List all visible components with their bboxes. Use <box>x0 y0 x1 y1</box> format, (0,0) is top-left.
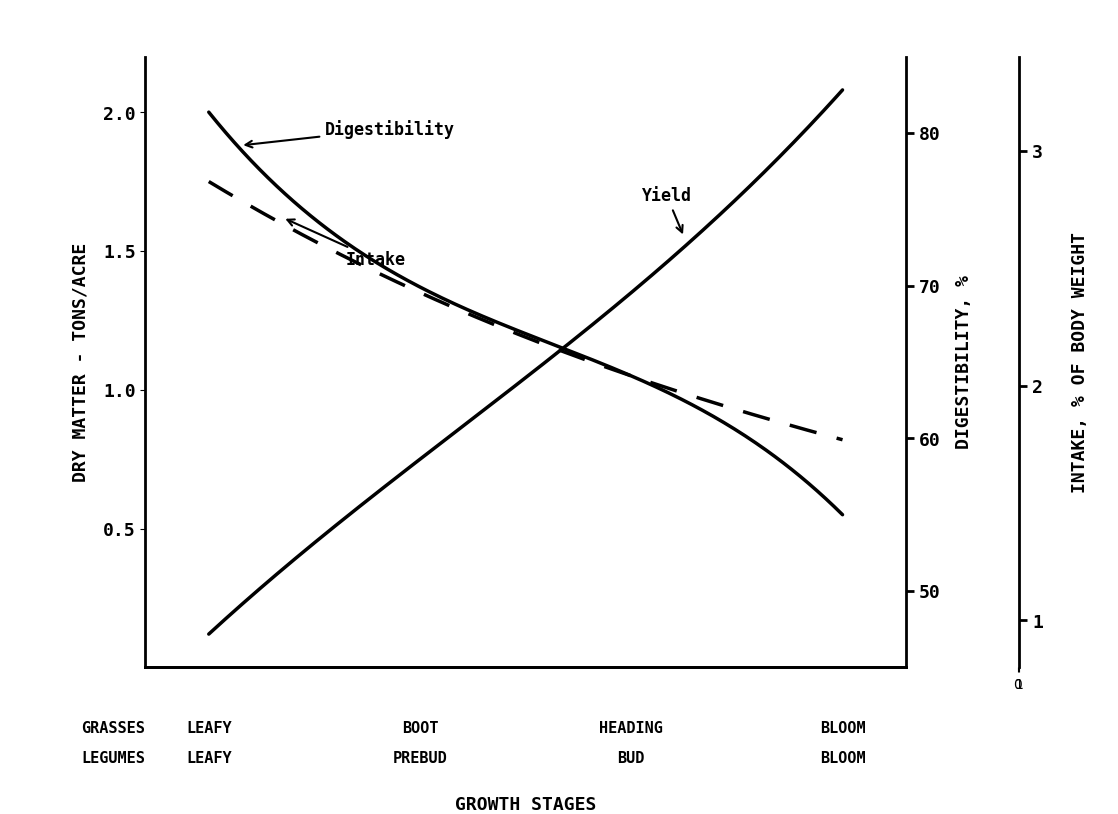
Y-axis label: INTAKE, % OF BODY WEIGHT: INTAKE, % OF BODY WEIGHT <box>1070 232 1088 492</box>
Text: BLOOM: BLOOM <box>819 751 865 766</box>
Y-axis label: DIGESTIBILITY, %: DIGESTIBILITY, % <box>955 275 973 449</box>
Text: LEAFY: LEAFY <box>186 751 231 766</box>
Y-axis label: DRY MATTER - TONS/ACRE: DRY MATTER - TONS/ACRE <box>72 243 89 482</box>
Text: LEGUMES: LEGUMES <box>82 751 145 766</box>
Text: BOOT: BOOT <box>401 720 438 735</box>
Text: GRASSES: GRASSES <box>82 720 145 735</box>
Text: HEADING: HEADING <box>599 720 663 735</box>
Text: GROWTH STAGES: GROWTH STAGES <box>455 795 596 813</box>
Text: PREBUD: PREBUD <box>392 751 447 766</box>
Text: Yield: Yield <box>642 187 692 233</box>
Text: Digestibility: Digestibility <box>246 120 455 148</box>
Text: BLOOM: BLOOM <box>819 720 865 735</box>
Text: BUD: BUD <box>617 751 645 766</box>
Text: LEAFY: LEAFY <box>186 720 231 735</box>
Text: Intake: Intake <box>287 220 406 269</box>
